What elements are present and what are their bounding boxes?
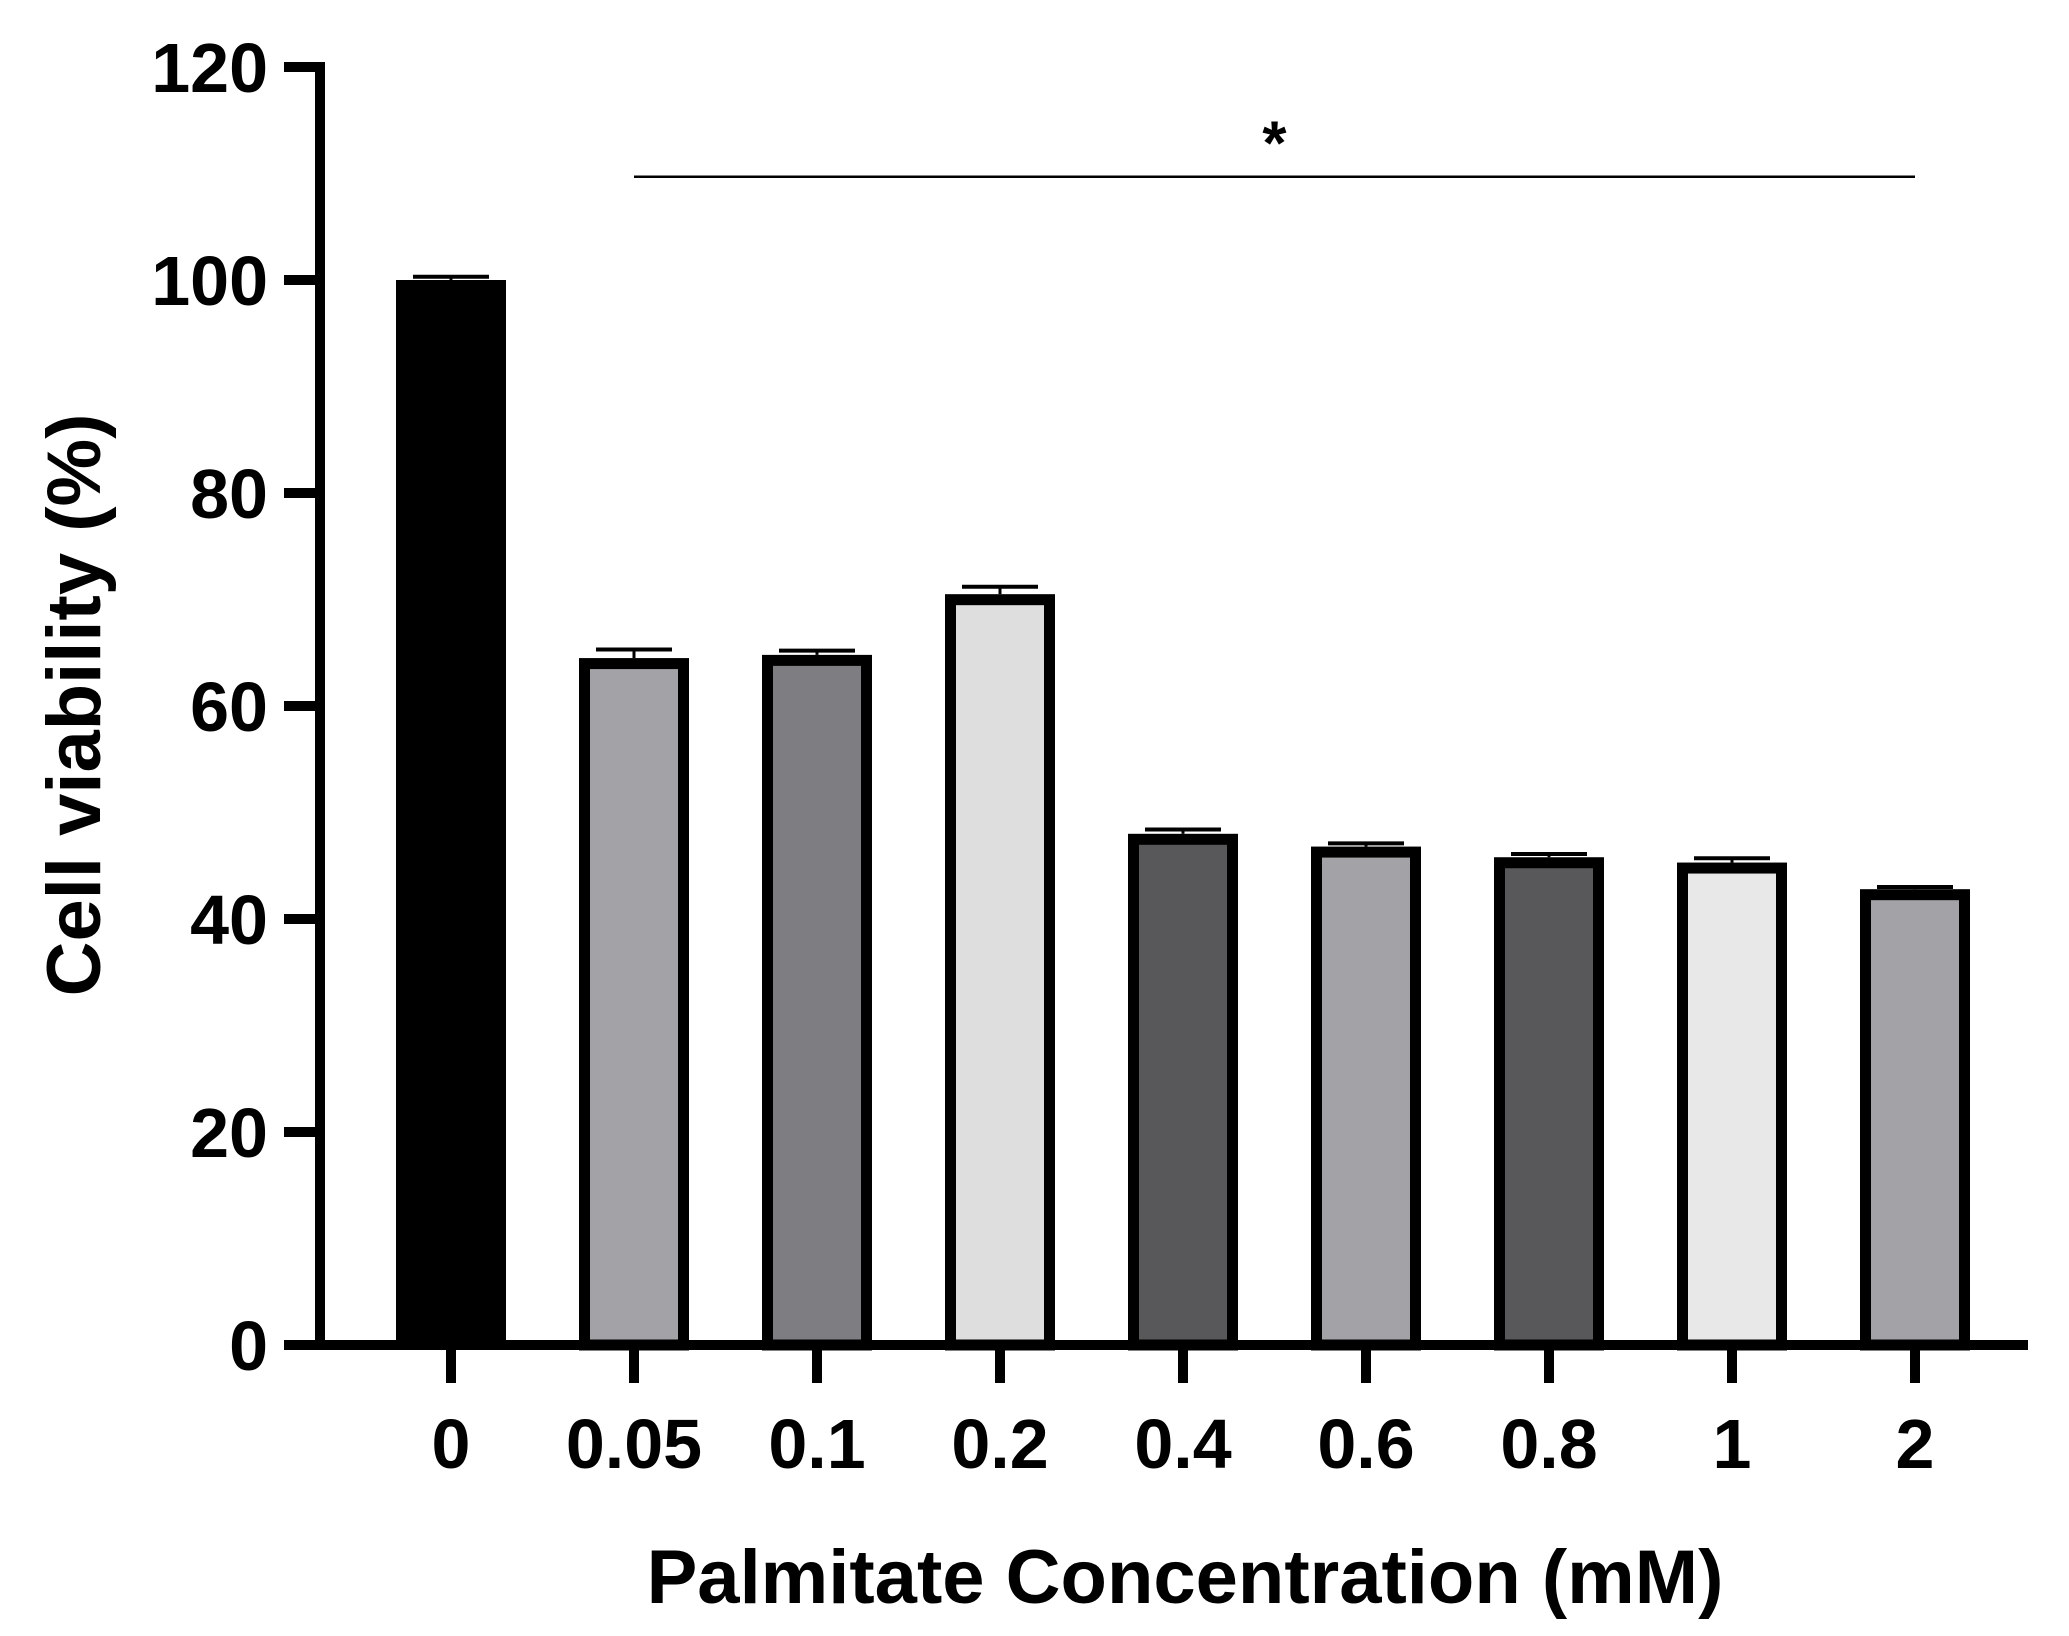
y-tick-label: 40 [190, 881, 268, 959]
y-tick-label: 60 [190, 668, 268, 746]
bar-1 [1677, 862, 1787, 1351]
bar-0.8 [1494, 857, 1604, 1351]
bar-2 [1860, 889, 1970, 1351]
y-tick-label: 80 [190, 455, 268, 533]
y-tick-label: 20 [190, 1094, 268, 1172]
bar-0.2 [945, 594, 1055, 1351]
bars-layer [396, 274, 1970, 1351]
x-tick-label: 0.8 [1500, 1405, 1597, 1483]
bar-0 [396, 280, 506, 1347]
x-tick-label: 1 [1713, 1405, 1752, 1483]
bar-0.1 [762, 654, 872, 1351]
bar-0.4 [1128, 833, 1238, 1351]
bar-0.6 [1311, 846, 1421, 1351]
bar-0.05 [579, 658, 689, 1351]
x-tick-label: 0.4 [1134, 1405, 1231, 1483]
x-tick-label: 0.2 [951, 1405, 1048, 1483]
y-axis-title: Cell viability (%) [32, 414, 117, 997]
x-tick-label: 0 [432, 1405, 471, 1483]
y-tick-label: 120 [151, 29, 268, 107]
x-tick-label: 0.05 [566, 1405, 702, 1483]
x-tick-label: 0.1 [768, 1405, 865, 1483]
y-tick-label: 100 [151, 242, 268, 320]
x-tick-label: 0.6 [1317, 1405, 1414, 1483]
ticks-layer: 0 20 40 60 80 100 120 0 0.05 0.1 0.2 0.4 0.6 0.8 1 2 [151, 29, 1934, 1483]
significance-star: * [1262, 110, 1287, 179]
significance-annotation: * [634, 110, 1915, 179]
x-axis-title: Palmitate Concentration (mM) [647, 1535, 1724, 1620]
y-tick-label: 0 [229, 1307, 268, 1385]
x-tick-label: 2 [1896, 1405, 1935, 1483]
